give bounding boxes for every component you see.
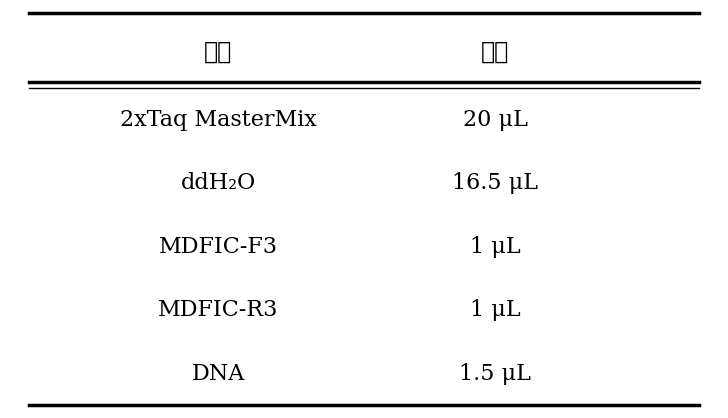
Text: 16.5 μL: 16.5 μL [452,172,538,194]
Text: MDFIC-R3: MDFIC-R3 [158,299,279,321]
Text: 1 μL: 1 μL [470,299,521,321]
Text: 1 μL: 1 μL [470,236,521,257]
Text: 20 μL: 20 μL [462,109,528,130]
Text: DNA: DNA [191,363,245,385]
Text: ddH₂O: ddH₂O [181,172,256,194]
Text: 1.5 μL: 1.5 μL [459,363,531,385]
Text: 试剂: 试剂 [205,41,232,64]
Text: 2xTaq MasterMix: 2xTaq MasterMix [120,109,317,130]
Text: MDFIC-F3: MDFIC-F3 [159,236,278,257]
Text: 用量: 用量 [481,41,509,64]
